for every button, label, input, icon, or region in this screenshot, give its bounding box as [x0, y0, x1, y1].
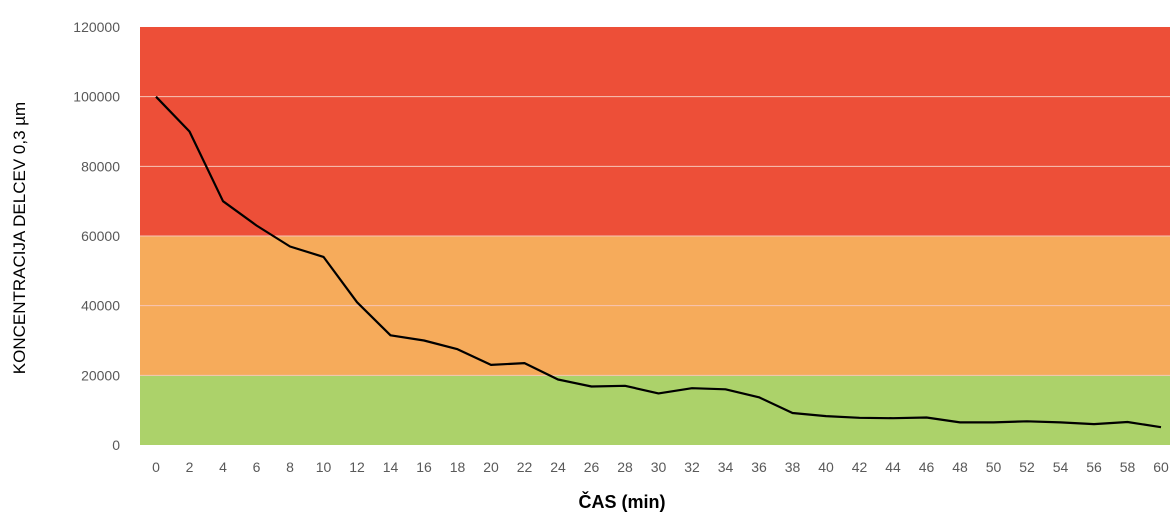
- x-tick-label: 58: [1120, 459, 1136, 475]
- x-tick-label: 54: [1053, 459, 1069, 475]
- x-tick-label: 28: [617, 459, 633, 475]
- x-tick-label: 40: [818, 459, 834, 475]
- x-tick-label: 36: [751, 459, 767, 475]
- x-tick-label: 26: [584, 459, 600, 475]
- x-tick-label: 56: [1086, 459, 1102, 475]
- x-tick-label: 10: [316, 459, 332, 475]
- y-tick-label: 0: [112, 437, 120, 453]
- x-tick-label: 14: [383, 459, 399, 475]
- y-tick-label: 40000: [81, 298, 120, 314]
- y-tick-label: 60000: [81, 228, 120, 244]
- y-axis-label: KONCENTRACIJA DELCEV 0,3 µm: [10, 102, 29, 374]
- x-axis-ticks: 0 2 4 6 8 10 12 14 16 18 20 22 24 26 28 30 32 34 36 38 40 42 4…: [152, 459, 1169, 475]
- y-tick-label: 100000: [73, 89, 120, 105]
- grid-lines: [140, 96, 1170, 376]
- x-tick-label: 34: [718, 459, 734, 475]
- x-tick-label: 48: [952, 459, 968, 475]
- x-tick-label: 32: [684, 459, 700, 475]
- x-tick-label: 12: [349, 459, 365, 475]
- x-tick-label: 38: [785, 459, 801, 475]
- x-tick-label: 42: [852, 459, 868, 475]
- x-tick-label: 16: [416, 459, 432, 475]
- x-tick-label: 8: [286, 459, 294, 475]
- x-tick-label: 4: [219, 459, 227, 475]
- x-tick-label: 6: [253, 459, 261, 475]
- y-tick-label: 20000: [81, 367, 120, 383]
- y-axis-ticks: 0 20000 40000 60000 80000 100000 120000: [73, 19, 120, 453]
- x-tick-label: 18: [450, 459, 466, 475]
- x-tick-label: 24: [550, 459, 566, 475]
- band-0: [140, 375, 1170, 445]
- x-tick-label: 44: [885, 459, 901, 475]
- x-tick-label: 22: [517, 459, 533, 475]
- x-tick-label: 30: [651, 459, 667, 475]
- x-axis-label: ČAS (min): [579, 491, 666, 512]
- x-tick-label: 20: [483, 459, 499, 475]
- chart-title-fragment: (0,3 µm): [728, 0, 827, 9]
- y-tick-label: 120000: [73, 19, 120, 35]
- band-2: [140, 27, 1170, 236]
- x-tick-label: 2: [186, 459, 194, 475]
- x-tick-label: 0: [152, 459, 160, 475]
- x-tick-label: 60: [1153, 459, 1169, 475]
- x-tick-label: 46: [919, 459, 935, 475]
- x-tick-label: 50: [986, 459, 1002, 475]
- x-tick-label: 52: [1019, 459, 1035, 475]
- y-tick-label: 80000: [81, 158, 120, 174]
- series-line: [155, 95, 1162, 429]
